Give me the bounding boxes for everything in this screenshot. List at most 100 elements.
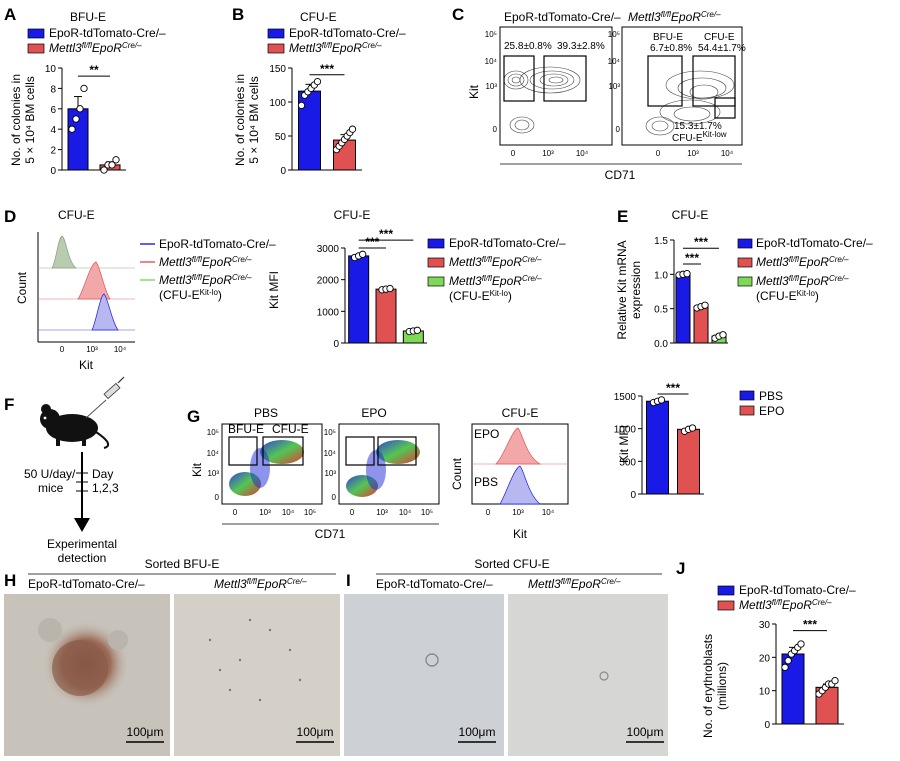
svg-text:0: 0 bbox=[493, 125, 498, 134]
data-point bbox=[112, 156, 120, 164]
y-tick-label: 0.0 bbox=[654, 339, 668, 350]
legend-ctrl-label: EpoR-tdTomato-Cre/– bbox=[49, 26, 166, 40]
significance-label: *** bbox=[379, 227, 393, 241]
panel-g: G PBS EPO Kit 10⁵ 10⁴ 10³ 0 BFU-E CFU-E … bbox=[187, 381, 784, 541]
svg-text:10³: 10³ bbox=[324, 469, 336, 478]
svg-text:0: 0 bbox=[656, 149, 661, 158]
panel-c-yticks: 10⁵ 10⁴ 10³ 0 bbox=[485, 30, 498, 134]
scale-bar-label: 100μm bbox=[297, 725, 334, 739]
panel-b-legend: EpoR-tdTomato-Cre/– Mettl3fl/flEpoRCre/– bbox=[267, 26, 406, 55]
y-tick-label: 10 bbox=[759, 687, 771, 698]
y-tick-label: 1.5 bbox=[654, 236, 668, 247]
hist-kitlo bbox=[51, 235, 78, 269]
panel-g-hist-title: CFU-E bbox=[502, 406, 539, 420]
svg-text:10⁴: 10⁴ bbox=[282, 508, 295, 517]
panel-d-bar-title: CFU-E bbox=[334, 208, 371, 222]
panel-label-b: B bbox=[232, 5, 244, 24]
panel-c-gate2: 39.3±2.8% bbox=[557, 41, 605, 52]
panel-g-epo-frame bbox=[338, 423, 440, 505]
y-tick-label: 0 bbox=[333, 339, 339, 350]
dose-line1: 50 U/day/ bbox=[24, 467, 76, 481]
scale-bar-label: 100μm bbox=[627, 725, 664, 739]
legend-ctrl-label: EpoR-tdTomato-Cre/– bbox=[289, 26, 406, 40]
panel-b: B CFU-E EpoR-tdTomato-Cre/– Mettl3fl/flE… bbox=[232, 5, 406, 177]
data-point bbox=[784, 657, 792, 665]
y-tick-label: 0 bbox=[280, 166, 286, 177]
svg-text:10⁴: 10⁴ bbox=[576, 149, 589, 158]
panel-e-title: CFU-E bbox=[672, 208, 709, 222]
hist-epo-label: EPO bbox=[474, 427, 499, 441]
y-tick-label: 1000 bbox=[614, 425, 637, 436]
svg-text:10⁴: 10⁴ bbox=[608, 57, 621, 66]
data-point bbox=[100, 166, 108, 174]
scale-bar-label: 100μm bbox=[127, 725, 164, 739]
svg-text:10⁴: 10⁴ bbox=[114, 345, 127, 354]
panel-b-ylabel: No. of colonies in 5 × 10⁴ BM cells bbox=[233, 74, 261, 166]
panel-b-title: CFU-E bbox=[300, 10, 337, 24]
svg-text:10⁵: 10⁵ bbox=[304, 508, 316, 517]
svg-text:EPO: EPO bbox=[759, 404, 784, 418]
svg-text:0: 0 bbox=[215, 493, 220, 502]
y-tick-label: 0 bbox=[630, 490, 636, 501]
y-tick-label: 2000 bbox=[317, 276, 340, 287]
svg-text:EpoR-tdTomato-Cre/–: EpoR-tdTomato-Cre/– bbox=[756, 236, 873, 250]
svg-text:10⁴: 10⁴ bbox=[485, 57, 498, 66]
significance-label: *** bbox=[320, 62, 334, 76]
hist-ctrl bbox=[91, 293, 119, 331]
panel-h: H Sorted BFU-E EpoR-tdTomato-Cre/– Mettl… bbox=[4, 557, 340, 756]
bar bbox=[693, 306, 709, 344]
panel-b-chart: 0 50 100 150 *** bbox=[269, 62, 362, 177]
y-tick-label: 8 bbox=[50, 84, 56, 95]
panel-i: I Sorted CFU-E EpoR-tdTomato-Cre/– Mettl… bbox=[344, 557, 668, 756]
svg-text:10⁴: 10⁴ bbox=[324, 449, 337, 458]
data-point bbox=[797, 640, 805, 648]
hist-epo bbox=[495, 427, 542, 465]
svg-text:(CFU-EKit-lo): (CFU-EKit-lo) bbox=[756, 289, 819, 303]
day-line2: 1,2,3 bbox=[92, 481, 119, 495]
micrograph-bfu-ko bbox=[174, 594, 340, 756]
panel-c-ylabel: Kit bbox=[467, 84, 481, 99]
arrow-head bbox=[74, 518, 90, 532]
panel-c-ko-gate2: 54.4±1.7% bbox=[698, 43, 746, 54]
hist-ko bbox=[77, 261, 111, 300]
panel-g-hist-ylabel: Count bbox=[450, 457, 464, 490]
panel-i-ctrl-label: EpoR-tdTomato-Cre/– bbox=[376, 577, 493, 591]
panel-c-ko-cfu-gate bbox=[692, 55, 736, 107]
panel-c-ko-yticks: 10⁵ 10⁴ 10³ 0 bbox=[608, 30, 621, 134]
svg-text:10⁵: 10⁵ bbox=[485, 30, 497, 39]
panel-label-a: A bbox=[4, 5, 16, 24]
y-tick-label: 2 bbox=[50, 146, 56, 157]
panel-j-ylabel: No. of erythroblasts (millions) bbox=[701, 634, 729, 738]
panel-c-ko-xticks: 0 10³ 10⁴ bbox=[656, 149, 734, 158]
panel-g-epo-title: EPO bbox=[361, 406, 386, 420]
panel-c-ko-frame bbox=[621, 26, 743, 146]
scale-bar-label: 100μm bbox=[459, 725, 496, 739]
micrograph-cfu-ko bbox=[508, 594, 668, 756]
bar bbox=[375, 288, 397, 344]
svg-text:Relative Kit mRNA: Relative Kit mRNA bbox=[615, 240, 629, 339]
svg-text:10⁵: 10⁵ bbox=[324, 428, 336, 437]
panel-c-ko-cfu-label: CFU-E bbox=[704, 32, 735, 43]
legend-swatch-ctrl bbox=[267, 28, 285, 39]
y-tick-label: 150 bbox=[269, 64, 286, 75]
svg-text:Mettl3fl/flEpoRCre/–: Mettl3fl/flEpoRCre/– bbox=[756, 274, 849, 288]
significance-label: *** bbox=[803, 618, 817, 632]
outcome-line1: Experimental bbox=[47, 537, 117, 551]
panel-label-g: G bbox=[187, 407, 200, 426]
data-point bbox=[76, 105, 84, 113]
dose-line2: mice bbox=[38, 481, 64, 495]
data-point bbox=[781, 663, 789, 671]
panel-g-cfu-label: CFU-E bbox=[272, 422, 309, 436]
y-tick-label: 500 bbox=[619, 457, 636, 468]
mouse-icon bbox=[40, 404, 110, 449]
panel-label-e: E bbox=[617, 207, 628, 226]
panel-f: F 50 U/day/ mice Day 1,2,3 Experimental … bbox=[4, 376, 125, 565]
panel-c-xlabel: CD71 bbox=[605, 168, 636, 182]
svg-text:5 × 10⁴ BM cells: 5 × 10⁴ BM cells bbox=[247, 76, 261, 164]
panel-a-legend: EpoR-tdTomato-Cre/– Mettl3fl/flEpoRCre/– bbox=[27, 26, 166, 55]
panel-label-j: J bbox=[676, 559, 685, 578]
legend-ko-label: Mettl3fl/flEpoRCre/– bbox=[49, 41, 142, 55]
svg-text:10⁴: 10⁴ bbox=[542, 508, 555, 517]
panel-c-xticks: 0 10³ 10⁴ bbox=[511, 149, 589, 158]
svg-text:(millions): (millions) bbox=[715, 662, 729, 710]
